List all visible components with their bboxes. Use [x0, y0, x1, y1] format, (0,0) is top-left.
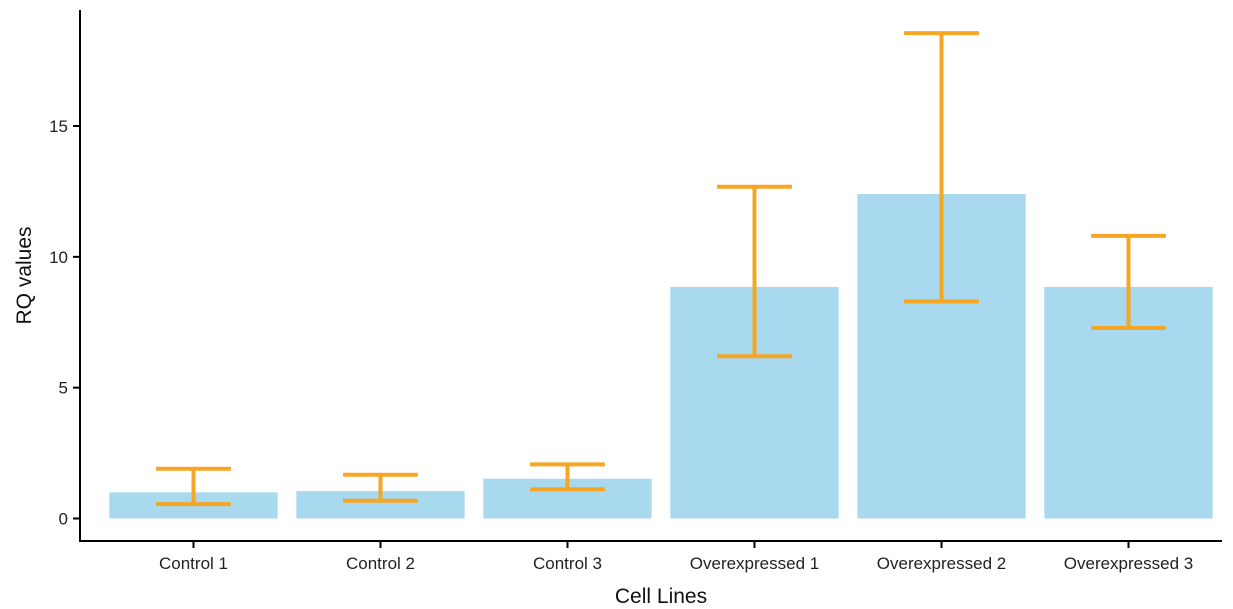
x-tick-label: Control 2: [346, 554, 415, 573]
y-tick-label: 0: [59, 510, 68, 529]
error-bars-layer: [156, 31, 1166, 507]
x-tick-label: Control 1: [159, 554, 228, 573]
y-ticks: 0 5 10 15: [49, 117, 80, 529]
y-tick-label: 5: [59, 379, 68, 398]
y-axis-title: RQ values: [13, 226, 36, 324]
bars-layer: [109, 194, 1213, 519]
error-bar: [1091, 233, 1166, 331]
y-tick-label: 15: [49, 117, 68, 136]
x-ticks: Control 1 Control 2 Control 3 Overexpressed…: [159, 541, 1193, 573]
error-bar: [343, 472, 418, 503]
y-tick-label: 10: [49, 248, 68, 267]
x-tick-label: Overexpressed 1: [690, 554, 819, 573]
error-bar: [530, 462, 605, 492]
x-tick-label: Control 3: [533, 554, 602, 573]
error-bar: [156, 466, 231, 507]
axes-layer: [79, 10, 1222, 542]
error-bar: [717, 184, 792, 359]
x-tick-label: Overexpressed 3: [1064, 554, 1193, 573]
error-bar: [904, 31, 979, 304]
x-axis-title: Cell Lines: [615, 585, 707, 608]
x-tick-label: Overexpressed 2: [877, 554, 1006, 573]
